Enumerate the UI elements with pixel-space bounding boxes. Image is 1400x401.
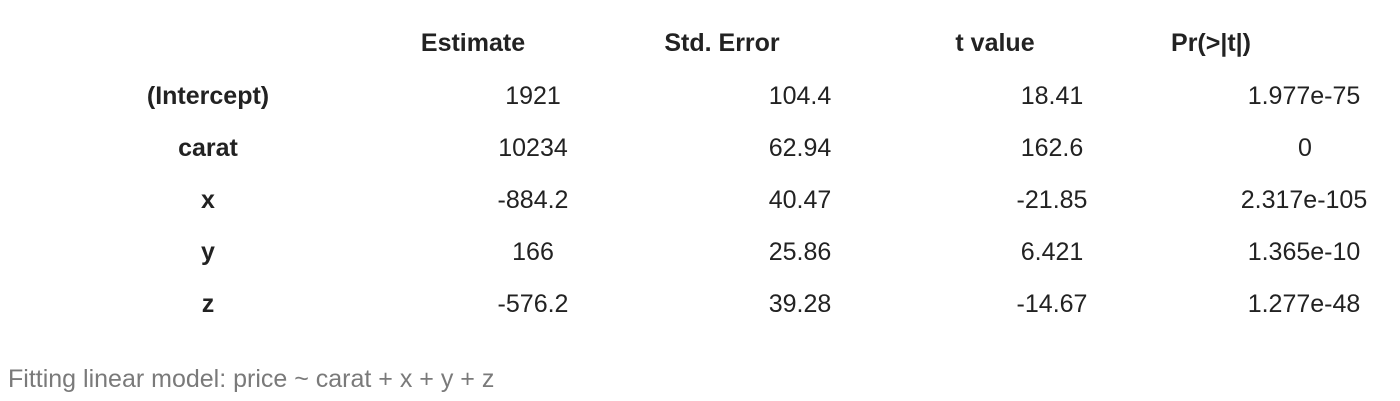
t-value-cell: -14.67 [1017, 289, 1088, 319]
p-value-cell: 0 [1298, 133, 1312, 163]
table-caption: Fitting linear model: price ~ carat + x … [8, 364, 494, 394]
t-value-cell: -21.85 [1017, 185, 1088, 215]
row-label: z [202, 289, 215, 319]
t-value-cell: 6.421 [1021, 237, 1084, 267]
regression-table: Estimate Std. Error t value Pr(>|t|) (In… [0, 0, 1400, 340]
row-label: (Intercept) [147, 81, 269, 111]
column-header-p-value: Pr(>|t|) [1171, 28, 1251, 58]
estimate-cell: -884.2 [498, 185, 569, 215]
column-header-std-error: Std. Error [664, 28, 779, 58]
column-header-estimate: Estimate [421, 28, 525, 58]
t-value-cell: 18.41 [1021, 81, 1084, 111]
t-value-cell: 162.6 [1021, 133, 1084, 163]
std-error-cell: 25.86 [769, 237, 832, 267]
p-value-cell: 1.365e-10 [1248, 237, 1361, 267]
estimate-cell: -576.2 [498, 289, 569, 319]
row-label: x [201, 185, 215, 215]
std-error-cell: 40.47 [769, 185, 832, 215]
estimate-cell: 1921 [505, 81, 561, 111]
row-label: y [201, 237, 215, 267]
estimate-cell: 166 [512, 237, 554, 267]
row-label: carat [178, 133, 238, 163]
estimate-cell: 10234 [498, 133, 568, 163]
p-value-cell: 1.277e-48 [1248, 289, 1361, 319]
column-header-t-value: t value [955, 28, 1034, 58]
p-value-cell: 2.317e-105 [1241, 185, 1368, 215]
p-value-cell: 1.977e-75 [1248, 81, 1361, 111]
std-error-cell: 39.28 [769, 289, 832, 319]
std-error-cell: 104.4 [769, 81, 832, 111]
std-error-cell: 62.94 [769, 133, 832, 163]
